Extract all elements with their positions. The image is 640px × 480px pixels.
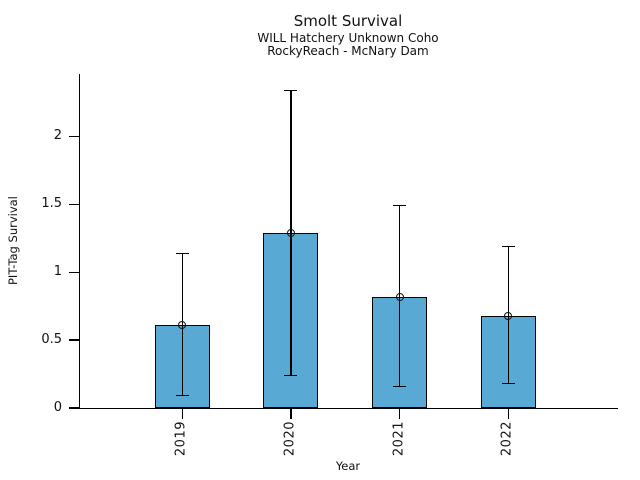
data-point-marker [178,321,187,330]
error-bar-cap-top [175,252,189,254]
chart-title: Smolt Survival [293,12,403,30]
data-point-marker [504,311,513,320]
y-tick-mark [69,339,80,341]
chart-subtitle-line1: WILL Hatchery Unknown Coho [257,31,439,45]
y-tick-mark [69,203,80,205]
x-tick-mark [398,408,401,419]
y-axis-label: PIT-Tag Survival [6,196,20,286]
x-tick-mark [507,408,509,419]
error-bar-cap-top [393,204,407,207]
plot-area [69,74,618,419]
x-axis-label: Year [335,459,361,473]
data-point-marker [395,292,404,301]
y-tick-mark [69,271,80,273]
y-tick-mark [69,407,80,409]
x-tick-mark [181,408,183,419]
y-tick-mark [69,135,80,138]
error-bar-cap-bottom [501,382,515,385]
y-tick-label: 0 [53,400,62,415]
x-tick-mark [290,408,292,419]
x-tick-label: 2020 [282,421,298,457]
y-tick-label: 1 [53,264,62,280]
error-bar-cap-bottom [393,385,407,387]
x-tick-label: 2019 [173,421,189,457]
x-tick-label: 2021 [391,421,407,457]
error-bar-cap-top [284,89,298,91]
error-bar-cap-top [501,245,515,248]
error-bar-cap-bottom [284,374,298,377]
y-tick-label: 2 [53,128,62,144]
data-point-marker [286,228,295,237]
chart-subtitle-line2: RockyReach - McNary Dam [267,44,429,58]
y-tick-label: 0.5 [41,332,62,348]
x-tick-label: 2022 [499,421,515,457]
y-tick-label: 1.5 [41,196,62,212]
error-bar-cap-bottom [175,395,189,397]
